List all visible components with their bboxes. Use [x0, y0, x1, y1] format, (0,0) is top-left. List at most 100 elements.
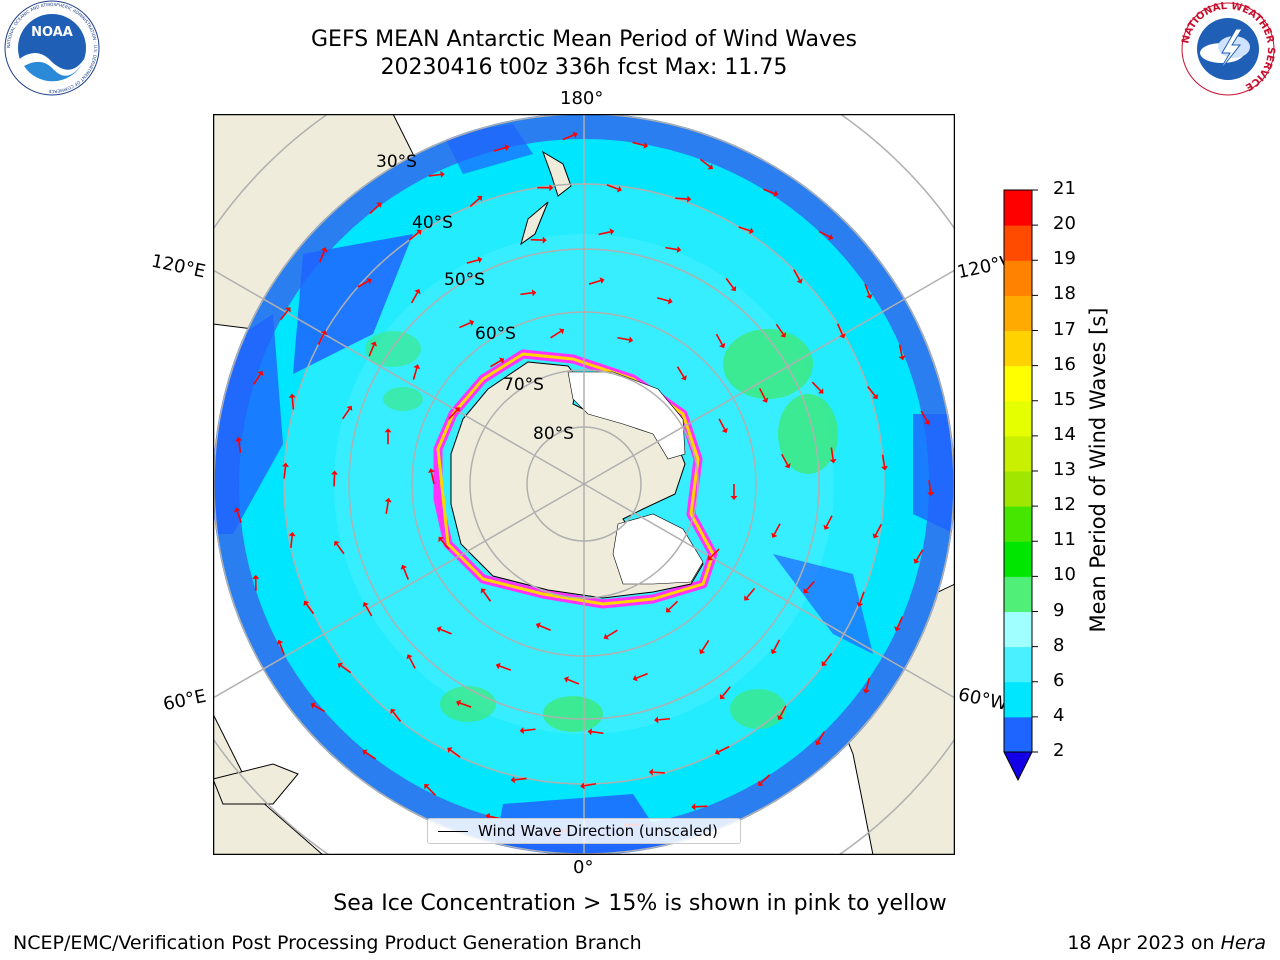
wind-wave-arrow: [725, 277, 734, 289]
wind-wave-arrowhead: [384, 497, 392, 503]
wind-wave-arrow: [665, 246, 678, 251]
wind-wave-arrow: [722, 686, 731, 697]
colorbar-segment: [1004, 646, 1032, 683]
colorbar-segment: [1004, 611, 1032, 648]
lat-label-30s: 30°S: [376, 152, 417, 172]
wind-wave-arrowhead: [771, 532, 778, 538]
colorbar-segment: [1004, 365, 1032, 402]
wind-wave-arrow: [874, 523, 882, 536]
wind-wave-arrowhead: [288, 393, 296, 398]
wind-wave-arrow: [864, 283, 871, 296]
colorbar-segment: [1004, 330, 1032, 367]
wind-wave-arrow: [928, 480, 932, 493]
polar-map: [212, 113, 956, 856]
wind-wave-arrowhead: [856, 601, 864, 607]
wind-wave-arrow: [567, 678, 580, 685]
wind-wave-arrowhead: [770, 648, 777, 655]
wind-wave-arrow: [859, 591, 865, 604]
colorbar-tick-label: 17: [1053, 318, 1076, 340]
wind-wave-arrow: [369, 204, 380, 215]
wave-patch: [730, 689, 786, 729]
colorbar-segment: [1004, 541, 1032, 577]
wind-wave-arrow: [340, 665, 352, 674]
wind-wave-arrowhead: [519, 727, 525, 735]
wind-wave-arrow: [865, 677, 871, 690]
chart-subtitle: 20230416 t00z 336h fcst Max: 11.75: [380, 55, 788, 80]
wind-wave-arrowhead: [376, 202, 382, 208]
colorbar-tick-label: 6: [1053, 669, 1065, 691]
wind-wave-arrowhead: [499, 357, 505, 364]
colorbar-tick-label: 4: [1053, 704, 1065, 726]
lon-label-180: 180°: [560, 88, 604, 109]
wind-wave-arrowhead: [758, 780, 764, 786]
wind-wave-arrow: [426, 786, 436, 796]
wind-wave-arrow: [657, 717, 671, 721]
wind-wave-arrow: [291, 397, 295, 410]
new-zealand-land: [520, 150, 572, 246]
wind-wave-arrowhead: [898, 355, 906, 361]
wind-wave-arrow: [499, 665, 512, 671]
wind-wave-arrowhead: [252, 574, 260, 579]
wind-wave-arrowhead: [440, 171, 445, 178]
wind-wave-arrow: [305, 603, 315, 615]
wind-wave-arrowhead: [495, 662, 501, 670]
wind-wave-arrow: [699, 158, 711, 168]
wind-wave-arrow: [675, 197, 688, 200]
wind-wave-arrow: [606, 629, 618, 638]
wave-patch: [723, 329, 813, 399]
wave-patch: [778, 394, 838, 474]
wind-wave-arrow: [746, 587, 756, 599]
wind-wave-arrow: [830, 447, 834, 460]
wind-wave-arrowhead: [504, 144, 510, 152]
colorbar-segment: [1004, 576, 1032, 612]
wind-wave-arrowhead: [476, 195, 483, 202]
wind-wave-arrowhead: [320, 247, 328, 253]
wind-wave-arrow: [915, 549, 924, 561]
wind-wave-arrowhead: [654, 716, 659, 724]
wind-wave-arrowhead: [730, 496, 738, 500]
wind-wave-arrowhead: [334, 540, 340, 547]
wind-wave-arrowhead: [285, 307, 291, 313]
wind-wave-arrow: [695, 805, 708, 808]
wind-wave-arrowhead: [370, 341, 378, 347]
colorbar-tick-label: 9: [1053, 599, 1065, 621]
colorbar-label: Mean Period of Wind Waves [s]: [1086, 307, 1110, 633]
wind-wave-arrowhead: [468, 319, 475, 326]
wind-wave-arrow: [760, 774, 771, 784]
legend-line-swatch: [438, 831, 468, 832]
wind-wave-arrow: [459, 322, 471, 329]
wind-wave-arrow: [236, 511, 242, 523]
wind-wave-arrow: [341, 408, 351, 420]
wind-wave-arrow: [701, 640, 710, 651]
wind-wave-arrow: [430, 472, 435, 485]
wind-wave-arrowhead: [730, 285, 737, 292]
wind-wave-arrow: [676, 366, 685, 378]
wind-wave-arrow: [440, 539, 450, 550]
wind-wave-arrowhead: [913, 558, 920, 564]
wind-wave-arrow: [550, 330, 562, 339]
ross-ice-shelf: [567, 371, 686, 460]
wind-wave-arrow: [817, 731, 826, 743]
wind-wave-arrowhead: [510, 776, 516, 784]
wind-wave-arrowhead: [744, 595, 750, 601]
wind-wave-arrowhead: [456, 699, 462, 707]
map-frame: [212, 113, 956, 856]
wind-wave-arrow: [365, 751, 377, 760]
wind-wave-arrowhead: [714, 748, 721, 756]
wind-wave-arrowhead: [416, 229, 422, 236]
colorbar-tick-label: 18: [1053, 283, 1076, 305]
wave-patch: [365, 331, 421, 367]
wind-wave-arrowhead: [780, 332, 787, 338]
wind-wave-arrow: [779, 705, 787, 717]
wind-wave-arrowhead: [480, 588, 487, 594]
wind-wave-arrow: [440, 628, 452, 635]
wind-wave-arrowhead: [549, 184, 554, 192]
wind-wave-arrowhead: [796, 278, 803, 284]
colorbar-segment: [1004, 506, 1032, 542]
wind-wave-arrowhead: [721, 427, 728, 434]
wind-wave-arrow: [313, 704, 326, 713]
madagascar-land: [213, 763, 299, 805]
wind-wave-arrowhead: [281, 462, 289, 468]
wind-wave-arrow: [412, 367, 418, 380]
wind-wave-arrow: [920, 410, 928, 422]
